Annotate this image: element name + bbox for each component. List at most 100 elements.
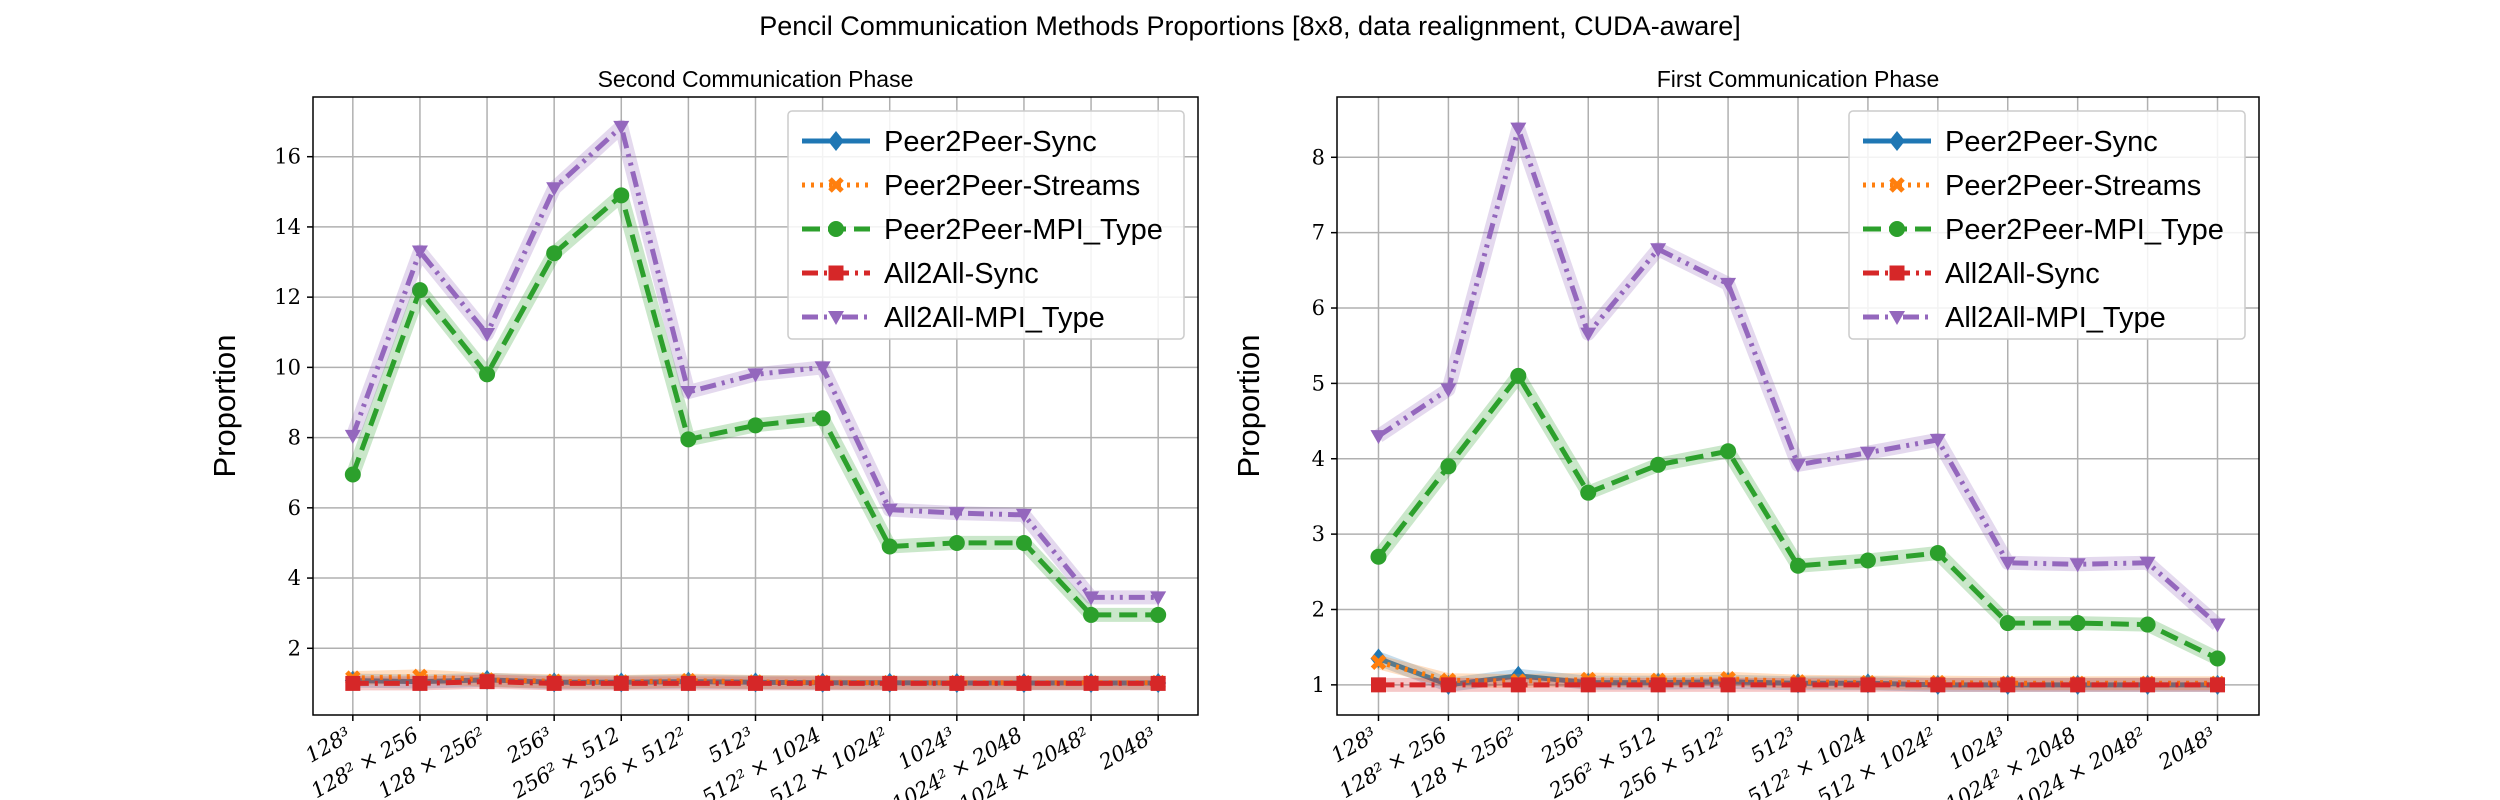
legend-marker bbox=[828, 177, 844, 193]
y-tick-label: 14 bbox=[274, 215, 301, 239]
data-point-all2all-mpi-type bbox=[613, 120, 630, 135]
data-point-all2all-sync bbox=[1440, 677, 1456, 693]
legend-marker bbox=[1889, 131, 1905, 151]
data-point-all2all-sync bbox=[546, 675, 562, 691]
data-point-peer2peer-mpi-type bbox=[1929, 544, 1946, 561]
data-point-all2all-sync bbox=[1580, 677, 1596, 693]
y-tick-label: 8 bbox=[1312, 145, 1325, 169]
data-point-all2all-sync bbox=[748, 675, 763, 691]
data-point-peer2peer-mpi-type bbox=[1015, 534, 1032, 551]
data-point-all2all-sync bbox=[2000, 677, 2016, 693]
y-tick-label: 10 bbox=[274, 355, 301, 379]
y-tick-label: 5 bbox=[1312, 371, 1325, 395]
data-point-peer2peer-mpi-type bbox=[2139, 616, 2156, 633]
data-point-all2all-sync bbox=[1510, 677, 1526, 693]
legend-label: Peer2Peer-Streams bbox=[1945, 170, 2201, 202]
data-point-peer2peer-mpi-type bbox=[1083, 606, 1100, 623]
data-point-all2all-mpi-type bbox=[1790, 458, 1806, 473]
legend-marker bbox=[828, 221, 844, 237]
data-point-peer2peer-mpi-type bbox=[1720, 443, 1737, 460]
data-point-peer2peer-streams bbox=[1370, 654, 1387, 671]
legend-label: All2All-Sync bbox=[884, 258, 1039, 290]
data-point-peer2peer-mpi-type bbox=[1440, 458, 1457, 475]
data-point-all2all-sync bbox=[2070, 677, 2086, 693]
y-tick-label: 3 bbox=[1312, 522, 1325, 546]
data-point-peer2peer-mpi-type bbox=[2209, 650, 2226, 667]
legend-label: All2All-MPI_Type bbox=[1945, 302, 2166, 334]
data-point-all2all-mpi-type bbox=[546, 182, 563, 197]
y-tick-label: 1 bbox=[1312, 673, 1325, 697]
data-point-all2all-mpi-type bbox=[1580, 327, 1597, 342]
legend-marker bbox=[1889, 177, 1905, 193]
data-point-all2all-mpi-type bbox=[881, 503, 898, 518]
data-point-all2all-mpi-type bbox=[1859, 446, 1876, 461]
data-point-all2all-sync bbox=[1930, 677, 1946, 693]
legend-label: Peer2Peer-Streams bbox=[884, 170, 1140, 202]
x-tick-label: 2048³ bbox=[2154, 723, 2220, 775]
data-point-peer2peer-mpi-type bbox=[479, 366, 496, 383]
data-point-all2all-sync bbox=[479, 674, 495, 690]
legend-entry-all2all-sync: All2All-Sync bbox=[1863, 258, 2100, 290]
legend-marker bbox=[1889, 221, 1905, 237]
data-point-all2all-sync bbox=[680, 675, 696, 691]
legend-entry-peer2peer-mpi-type: Peer2Peer-MPI_Type bbox=[1863, 214, 2224, 246]
data-point-all2all-mpi-type bbox=[1150, 591, 1167, 606]
series-all2all-sync bbox=[345, 674, 1166, 691]
y-tick-label: 7 bbox=[1312, 221, 1325, 245]
series-all2all-mpi-type bbox=[1370, 121, 2226, 633]
x-tick-label: 2048³ bbox=[1094, 723, 1160, 775]
data-point-peer2peer-mpi-type bbox=[814, 410, 831, 427]
data-point-all2all-mpi-type bbox=[814, 361, 831, 376]
data-point-peer2peer-mpi-type bbox=[2069, 615, 2086, 632]
data-point-all2all-sync bbox=[1790, 677, 1806, 693]
data-point-peer2peer-mpi-type bbox=[1580, 484, 1597, 501]
legend-marker bbox=[828, 311, 844, 325]
y-axis-label: Proportion bbox=[207, 334, 242, 477]
legend-entry-peer2peer-streams: Peer2Peer-Streams bbox=[1863, 170, 2201, 202]
data-point-peer2peer-mpi-type bbox=[1150, 606, 1167, 623]
series-peer2peer-mpi-type bbox=[1370, 367, 2226, 667]
data-point-peer2peer-mpi-type bbox=[1370, 548, 1387, 565]
data-point-peer2peer-mpi-type bbox=[613, 187, 630, 204]
data-point-all2all-sync bbox=[613, 675, 629, 691]
data-point-all2all-mpi-type bbox=[1510, 122, 1527, 137]
series-all2all-sync bbox=[1370, 677, 2226, 693]
data-point-all2all-sync bbox=[2210, 677, 2226, 693]
data-point-all2all-sync bbox=[412, 675, 428, 691]
data-point-peer2peer-mpi-type bbox=[1510, 367, 1527, 384]
panel-title: Second Communication Phase bbox=[598, 66, 914, 92]
data-point-all2all-mpi-type bbox=[2069, 558, 2086, 573]
data-point-all2all-sync bbox=[1650, 677, 1666, 693]
data-point-all2all-mpi-type bbox=[1083, 591, 1100, 606]
data-point-all2all-mpi-type bbox=[411, 245, 428, 260]
data-point-peer2peer-mpi-type bbox=[948, 534, 965, 551]
data-point-all2all-mpi-type bbox=[2139, 556, 2156, 571]
data-point-peer2peer-mpi-type bbox=[881, 538, 898, 555]
legend: Peer2Peer-Sync Peer2Peer-Streams Peer2Peer… bbox=[1848, 110, 2246, 340]
y-tick-label: 16 bbox=[274, 145, 301, 169]
legend-label: All2All-Sync bbox=[1945, 258, 2100, 290]
panel-title: First Communication Phase bbox=[1657, 66, 1940, 92]
data-point-all2all-sync bbox=[815, 675, 831, 691]
legend-entry-peer2peer-mpi-type: Peer2Peer-MPI_Type bbox=[802, 214, 1163, 246]
data-point-all2all-sync bbox=[1150, 675, 1166, 691]
data-point-peer2peer-mpi-type bbox=[411, 282, 428, 299]
y-tick-label: 2 bbox=[1312, 597, 1325, 621]
data-point-all2all-mpi-type bbox=[948, 507, 965, 522]
data-point-peer2peer-mpi-type bbox=[747, 417, 764, 434]
data-point-all2all-mpi-type bbox=[1440, 383, 1457, 398]
legend-entry-all2all-sync: All2All-Sync bbox=[802, 258, 1039, 290]
data-point-peer2peer-mpi-type bbox=[546, 245, 563, 262]
data-point-all2all-mpi-type bbox=[479, 328, 496, 343]
legend-label: Peer2Peer-Sync bbox=[884, 126, 1097, 158]
data-point-all2all-sync bbox=[1720, 677, 1736, 693]
data-point-all2all-mpi-type bbox=[747, 368, 764, 383]
data-point-all2all-sync bbox=[345, 675, 361, 691]
y-tick-label: 4 bbox=[288, 566, 301, 590]
data-point-all2all-mpi-type bbox=[1650, 243, 1667, 258]
y-tick-label: 6 bbox=[288, 496, 301, 520]
figure-title: Pencil Communication Methods Proportions… bbox=[759, 11, 1740, 41]
